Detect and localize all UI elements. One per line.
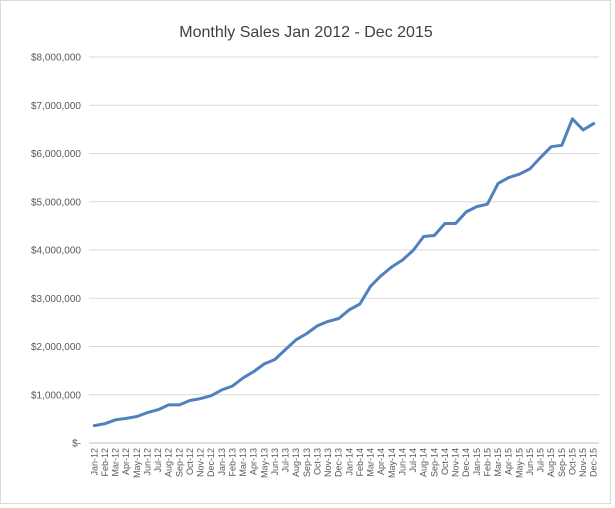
x-axis-ticks: Jan-12 Feb-12 Mar-12 Apr-12 May-12 Jun-12 Jul-…	[89, 448, 598, 478]
x-tick-label: Jul-13	[281, 448, 291, 473]
x-tick-label: Jan-14	[344, 448, 354, 476]
y-tick-label: $2,000,000	[31, 342, 81, 353]
y-tick-label: $1,000,000	[31, 390, 81, 401]
y-tick-label: $-	[72, 439, 81, 450]
x-tick-label: Mar-15	[493, 448, 503, 477]
x-tick-label: Jul-15	[536, 448, 546, 473]
x-tick-label: Feb-13	[227, 448, 237, 477]
x-tick-label: Jun-14	[397, 448, 407, 476]
chart-title: Monthly Sales Jan 2012 - Dec 2015	[179, 24, 433, 41]
y-tick-label: $5,000,000	[31, 197, 81, 208]
x-tick-label: Sep-12	[174, 448, 184, 477]
x-tick-label: Oct-14	[440, 448, 450, 475]
x-tick-label: Nov-15	[578, 448, 588, 477]
x-tick-label: Mar-13	[238, 448, 248, 477]
x-tick-label: Apr-13	[249, 448, 259, 475]
x-tick-label: Nov-14	[451, 448, 461, 477]
x-tick-label: Feb-15	[482, 448, 492, 477]
x-tick-label: May-12	[132, 448, 142, 478]
x-tick-label: Feb-14	[355, 448, 365, 477]
x-tick-label: Jul-14	[408, 448, 418, 473]
x-tick-label: Apr-14	[376, 448, 386, 475]
x-tick-label: Apr-15	[504, 448, 514, 475]
x-tick-label: May-14	[387, 448, 397, 478]
x-tick-label: Sep-15	[557, 448, 567, 477]
x-tick-label: Jul-12	[153, 448, 163, 473]
x-tick-label: Jan-13	[217, 448, 227, 476]
x-tick-label: Jun-13	[270, 448, 280, 476]
x-tick-label: Oct-15	[567, 448, 577, 475]
x-tick-label: Sep-14	[429, 448, 439, 477]
x-tick-label: Aug-14	[419, 448, 429, 477]
x-tick-label: May-15	[514, 448, 524, 478]
x-tick-label: Feb-12	[100, 448, 110, 477]
y-tick-label: $6,000,000	[31, 149, 81, 160]
y-tick-label: $8,000,000	[31, 53, 81, 64]
x-tick-label: Mar-14	[366, 448, 376, 477]
y-axis-ticks: $- $1,000,000 $2,000,000 $3,000,000 $4,000,0…	[31, 53, 81, 450]
x-tick-label: Dec-14	[461, 448, 471, 477]
x-tick-label: Apr-12	[121, 448, 131, 475]
x-tick-label: Oct-12	[185, 448, 195, 475]
x-tick-label: Aug-13	[291, 448, 301, 477]
x-tick-label: Jun-12	[142, 448, 152, 476]
x-tick-label: Aug-12	[164, 448, 174, 477]
x-tick-label: Jan-12	[89, 448, 99, 476]
x-tick-label: Dec-15	[589, 448, 599, 477]
x-tick-label: Mar-12	[111, 448, 121, 477]
x-tick-label: Dec-13	[334, 448, 344, 477]
y-tick-label: $3,000,000	[31, 294, 81, 305]
x-tick-label: Oct-13	[312, 448, 322, 475]
x-tick-label: May-13	[259, 448, 269, 478]
series-line	[92, 117, 596, 428]
x-tick-label: Dec-12	[206, 448, 216, 477]
y-tick-label: $7,000,000	[31, 101, 81, 112]
x-tick-label: Jan-15	[472, 448, 482, 476]
series-layer	[92, 117, 596, 428]
y-tick-label: $4,000,000	[31, 246, 81, 257]
x-tick-label: Jun-15	[525, 448, 535, 476]
x-tick-label: Nov-13	[323, 448, 333, 477]
x-tick-label: Aug-15	[546, 448, 556, 477]
x-tick-label: Nov-12	[196, 448, 206, 477]
gridlines	[89, 56, 599, 444]
x-tick-label: Sep-13	[302, 448, 312, 477]
